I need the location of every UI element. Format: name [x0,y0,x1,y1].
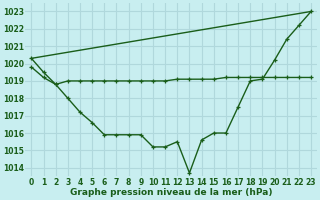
X-axis label: Graphe pression niveau de la mer (hPa): Graphe pression niveau de la mer (hPa) [70,188,272,197]
